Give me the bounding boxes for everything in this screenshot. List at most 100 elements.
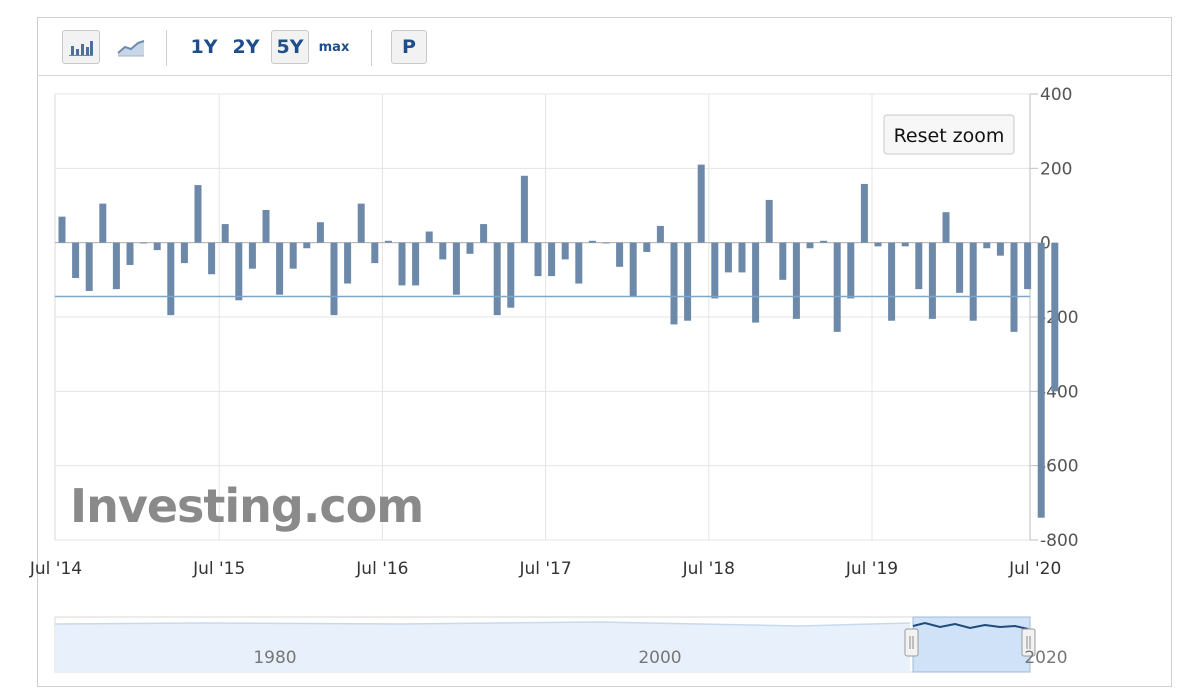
data-bar[interactable] bbox=[493, 242, 501, 316]
data-bar[interactable] bbox=[983, 242, 991, 249]
print-button[interactable]: P bbox=[391, 30, 427, 64]
data-bar[interactable] bbox=[235, 242, 243, 301]
data-bar[interactable] bbox=[357, 203, 365, 243]
investing-logo: Investing.com bbox=[70, 479, 423, 533]
line-chart-button[interactable] bbox=[112, 30, 150, 64]
range-2y-button[interactable]: 2Y bbox=[232, 36, 260, 58]
x-tick-label: Jul '14 bbox=[29, 559, 82, 579]
data-bar[interactable] bbox=[439, 242, 447, 260]
reset-zoom-label: Reset zoom bbox=[894, 125, 1005, 147]
data-bar[interactable] bbox=[792, 242, 800, 319]
data-bar[interactable] bbox=[888, 242, 896, 321]
data-bar[interactable] bbox=[738, 242, 746, 273]
range-5y-button[interactable]: 5Y bbox=[271, 30, 309, 64]
y-tick-label: 0 bbox=[1040, 234, 1051, 254]
toolbar-separator bbox=[371, 30, 372, 66]
data-bar[interactable] bbox=[344, 242, 352, 284]
data-bar[interactable] bbox=[289, 242, 297, 269]
x-tick-label: Jul '15 bbox=[192, 559, 245, 579]
data-bar[interactable] bbox=[398, 242, 406, 286]
data-bar[interactable] bbox=[670, 242, 678, 325]
data-bar[interactable] bbox=[616, 242, 624, 267]
data-bar[interactable] bbox=[316, 222, 324, 243]
data-bar[interactable] bbox=[643, 242, 651, 252]
data-bar[interactable] bbox=[85, 242, 93, 291]
data-bar[interactable] bbox=[99, 203, 107, 243]
data-bar[interactable] bbox=[140, 242, 148, 244]
data-bar[interactable] bbox=[276, 242, 284, 295]
data-bar[interactable] bbox=[996, 242, 1004, 256]
navigator-left-handle[interactable] bbox=[904, 628, 919, 657]
data-bar[interactable] bbox=[847, 242, 855, 299]
bar-chart-icon bbox=[69, 41, 93, 56]
data-bar[interactable] bbox=[1051, 242, 1059, 392]
data-bar[interactable] bbox=[629, 242, 637, 297]
data-bar[interactable] bbox=[126, 242, 134, 265]
data-bar[interactable] bbox=[928, 242, 936, 319]
data-bar[interactable] bbox=[874, 242, 882, 247]
data-bar[interactable] bbox=[520, 175, 528, 243]
x-tick-label: Jul '17 bbox=[518, 559, 571, 579]
range-max-button[interactable]: max bbox=[318, 39, 350, 55]
data-bar[interactable] bbox=[534, 242, 542, 277]
data-bar[interactable] bbox=[180, 242, 188, 264]
data-bar[interactable] bbox=[765, 199, 773, 243]
data-bar[interactable] bbox=[153, 242, 161, 251]
data-bar[interactable] bbox=[602, 242, 610, 244]
navigator-year-label: 2000 bbox=[638, 648, 681, 668]
data-bar[interactable] bbox=[412, 242, 420, 286]
data-bar[interactable] bbox=[915, 242, 923, 290]
data-bar[interactable] bbox=[942, 212, 950, 243]
data-bar[interactable] bbox=[588, 240, 596, 243]
data-bar[interactable] bbox=[969, 242, 977, 321]
data-bar[interactable] bbox=[1024, 242, 1032, 290]
data-bar[interactable] bbox=[901, 242, 909, 247]
data-bar[interactable] bbox=[384, 240, 392, 243]
data-bar[interactable] bbox=[684, 242, 692, 321]
data-bar[interactable] bbox=[561, 242, 569, 260]
data-bar[interactable] bbox=[860, 183, 868, 243]
data-bar[interactable] bbox=[548, 242, 556, 277]
data-bar[interactable] bbox=[806, 242, 814, 249]
navigator-selected-line bbox=[912, 621, 1029, 630]
range-1y-button[interactable]: 1Y bbox=[190, 36, 218, 58]
y-tick-label: -800 bbox=[1040, 531, 1079, 551]
navigator-right-handle[interactable] bbox=[1021, 628, 1036, 657]
data-bar[interactable] bbox=[330, 242, 338, 316]
data-bar[interactable] bbox=[112, 242, 120, 290]
data-bar[interactable] bbox=[72, 242, 80, 278]
data-bar[interactable] bbox=[194, 185, 202, 243]
data-bar[interactable] bbox=[425, 231, 433, 243]
data-bar[interactable] bbox=[452, 242, 460, 295]
data-bar[interactable] bbox=[575, 242, 583, 284]
chart-toolbar: 1Y 2Y 5Y max P bbox=[38, 18, 1171, 76]
data-bar[interactable] bbox=[1037, 242, 1045, 518]
data-bar[interactable] bbox=[833, 242, 841, 332]
data-bar[interactable] bbox=[711, 242, 719, 299]
data-bar[interactable] bbox=[303, 242, 311, 249]
bar-chart-button[interactable] bbox=[62, 30, 100, 64]
data-bar[interactable] bbox=[507, 242, 515, 308]
y-tick-label: -200 bbox=[1040, 308, 1079, 328]
data-bar[interactable] bbox=[656, 225, 664, 243]
data-bar[interactable] bbox=[208, 242, 216, 275]
data-bar[interactable] bbox=[167, 242, 175, 316]
data-bar[interactable] bbox=[262, 209, 270, 243]
data-bar[interactable] bbox=[820, 240, 828, 243]
navigator-year-label: 1980 bbox=[253, 648, 296, 668]
data-bar[interactable] bbox=[697, 164, 705, 243]
y-tick-label: -600 bbox=[1040, 457, 1079, 477]
data-bar[interactable] bbox=[724, 242, 732, 273]
data-bar[interactable] bbox=[956, 242, 964, 293]
data-bar[interactable] bbox=[1010, 242, 1018, 332]
y-tick-label: 400 bbox=[1040, 85, 1072, 105]
data-bar[interactable] bbox=[221, 224, 229, 243]
reset-zoom-button[interactable] bbox=[883, 114, 1015, 155]
data-bar[interactable] bbox=[480, 224, 488, 243]
data-bar[interactable] bbox=[779, 242, 787, 280]
data-bar[interactable] bbox=[466, 242, 474, 254]
data-bar[interactable] bbox=[248, 242, 256, 269]
data-bar[interactable] bbox=[371, 242, 379, 264]
data-bar[interactable] bbox=[58, 216, 66, 243]
data-bar[interactable] bbox=[752, 242, 760, 323]
